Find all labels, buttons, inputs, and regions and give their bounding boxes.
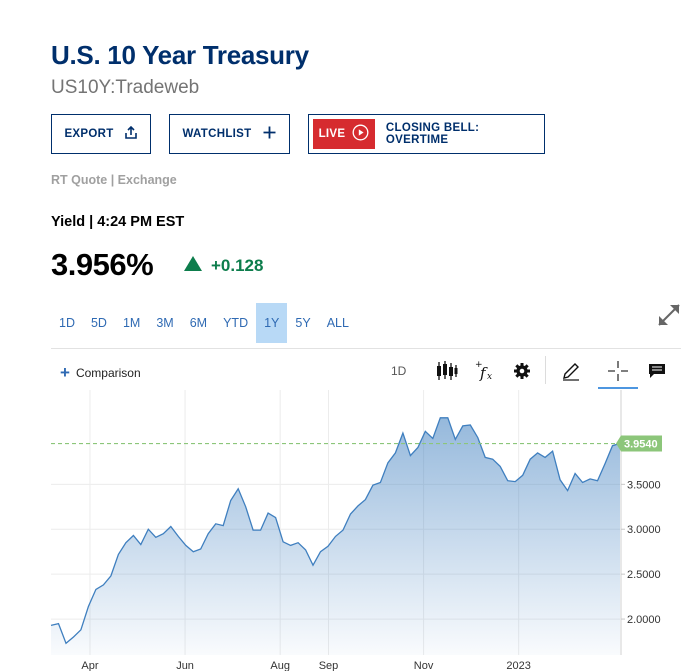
svg-text:f: f bbox=[479, 364, 488, 382]
range-tab-1y[interactable]: 1Y bbox=[256, 303, 288, 343]
yield-line bbox=[50, 417, 621, 645]
range-tab-ytd[interactable]: YTD bbox=[223, 316, 249, 330]
fx-icon[interactable]: + f x bbox=[472, 358, 498, 384]
range-tab-1d[interactable]: 1D bbox=[59, 316, 75, 330]
yield-timestamp: Yield | 4:24 PM EST bbox=[51, 214, 185, 230]
export-label: EXPORT bbox=[64, 128, 114, 140]
price-change-value: +0.128 bbox=[211, 256, 264, 275]
live-badge: LIVE bbox=[313, 119, 375, 149]
watchlist-button[interactable]: WATCHLIST bbox=[169, 114, 290, 154]
y-tick-label: 2.0000 bbox=[627, 614, 661, 626]
gear-icon[interactable] bbox=[509, 358, 535, 384]
range-tab-5d[interactable]: 5D bbox=[90, 316, 107, 330]
chart-top-divider bbox=[51, 348, 681, 349]
candlestick-icon[interactable] bbox=[434, 358, 460, 384]
y-tick-label: 3.0000 bbox=[627, 524, 661, 536]
comment-icon[interactable] bbox=[644, 358, 670, 384]
crosshair-icon[interactable] bbox=[605, 358, 631, 384]
rt-quote-exchange: RT Quote | Exchange bbox=[51, 173, 177, 187]
watchlist-label: WATCHLIST bbox=[182, 128, 252, 140]
x-tick-label: Jun bbox=[176, 660, 194, 671]
x-tick-label: Aug bbox=[270, 660, 290, 671]
range-tab-1m[interactable]: 1M bbox=[122, 316, 141, 330]
last-price: 3.956% bbox=[51, 247, 154, 282]
svg-text:+: + bbox=[475, 360, 483, 370]
yield-chart[interactable]: 3.5000 3.0000 2.5000 2.0000 Apr Jun Aug Sep Nov… bbox=[0, 390, 688, 671]
x-tick-label: 2023 bbox=[506, 660, 530, 671]
last-value-marker: 3.9540 bbox=[616, 435, 662, 452]
export-button[interactable]: EXPORT bbox=[51, 114, 151, 154]
x-tick-label: Sep bbox=[319, 660, 339, 671]
crosshair-active-indicator bbox=[598, 387, 638, 389]
y-tick-label: 2.5000 bbox=[627, 569, 661, 581]
expand-icon[interactable] bbox=[655, 301, 683, 329]
toolbar-divider bbox=[545, 356, 546, 384]
export-icon bbox=[124, 125, 138, 143]
time-range-selector: 1D 5D 1M 3M 6M YTD 1Y 5Y ALL bbox=[51, 303, 357, 343]
plus-icon: + bbox=[60, 363, 70, 382]
triangle-up-icon bbox=[184, 256, 202, 276]
range-tab-all[interactable]: ALL bbox=[326, 316, 349, 330]
svg-text:x: x bbox=[487, 372, 492, 382]
y-tick-label: 3.5000 bbox=[627, 479, 661, 491]
x-tick-label: Apr bbox=[81, 660, 98, 671]
price-change: +0.128 bbox=[184, 256, 263, 276]
x-tick-label: Nov bbox=[414, 660, 434, 671]
play-icon bbox=[352, 124, 369, 144]
ticker-symbol: US10Y:Tradeweb bbox=[51, 77, 200, 98]
interval-selector[interactable]: 1D bbox=[391, 364, 407, 378]
comparison-label: Comparison bbox=[75, 366, 141, 380]
range-tab-3m[interactable]: 3M bbox=[156, 316, 174, 330]
closing-bell-live-button[interactable]: LIVE CLOSING BELL: OVERTIME bbox=[308, 114, 545, 154]
live-badge-label: LIVE bbox=[318, 128, 346, 140]
last-value-label: 3.9540 bbox=[624, 439, 658, 451]
range-tab-6m[interactable]: 6M bbox=[189, 316, 208, 330]
pencil-icon[interactable] bbox=[558, 358, 584, 384]
plus-icon bbox=[263, 126, 276, 142]
range-tab-5y[interactable]: 5Y bbox=[295, 316, 311, 330]
closing-bell-label: CLOSING BELL: OVERTIME bbox=[385, 122, 480, 146]
comparison-button[interactable]: + Comparison bbox=[60, 363, 141, 382]
page-title: U.S. 10 Year Treasury bbox=[51, 40, 309, 70]
